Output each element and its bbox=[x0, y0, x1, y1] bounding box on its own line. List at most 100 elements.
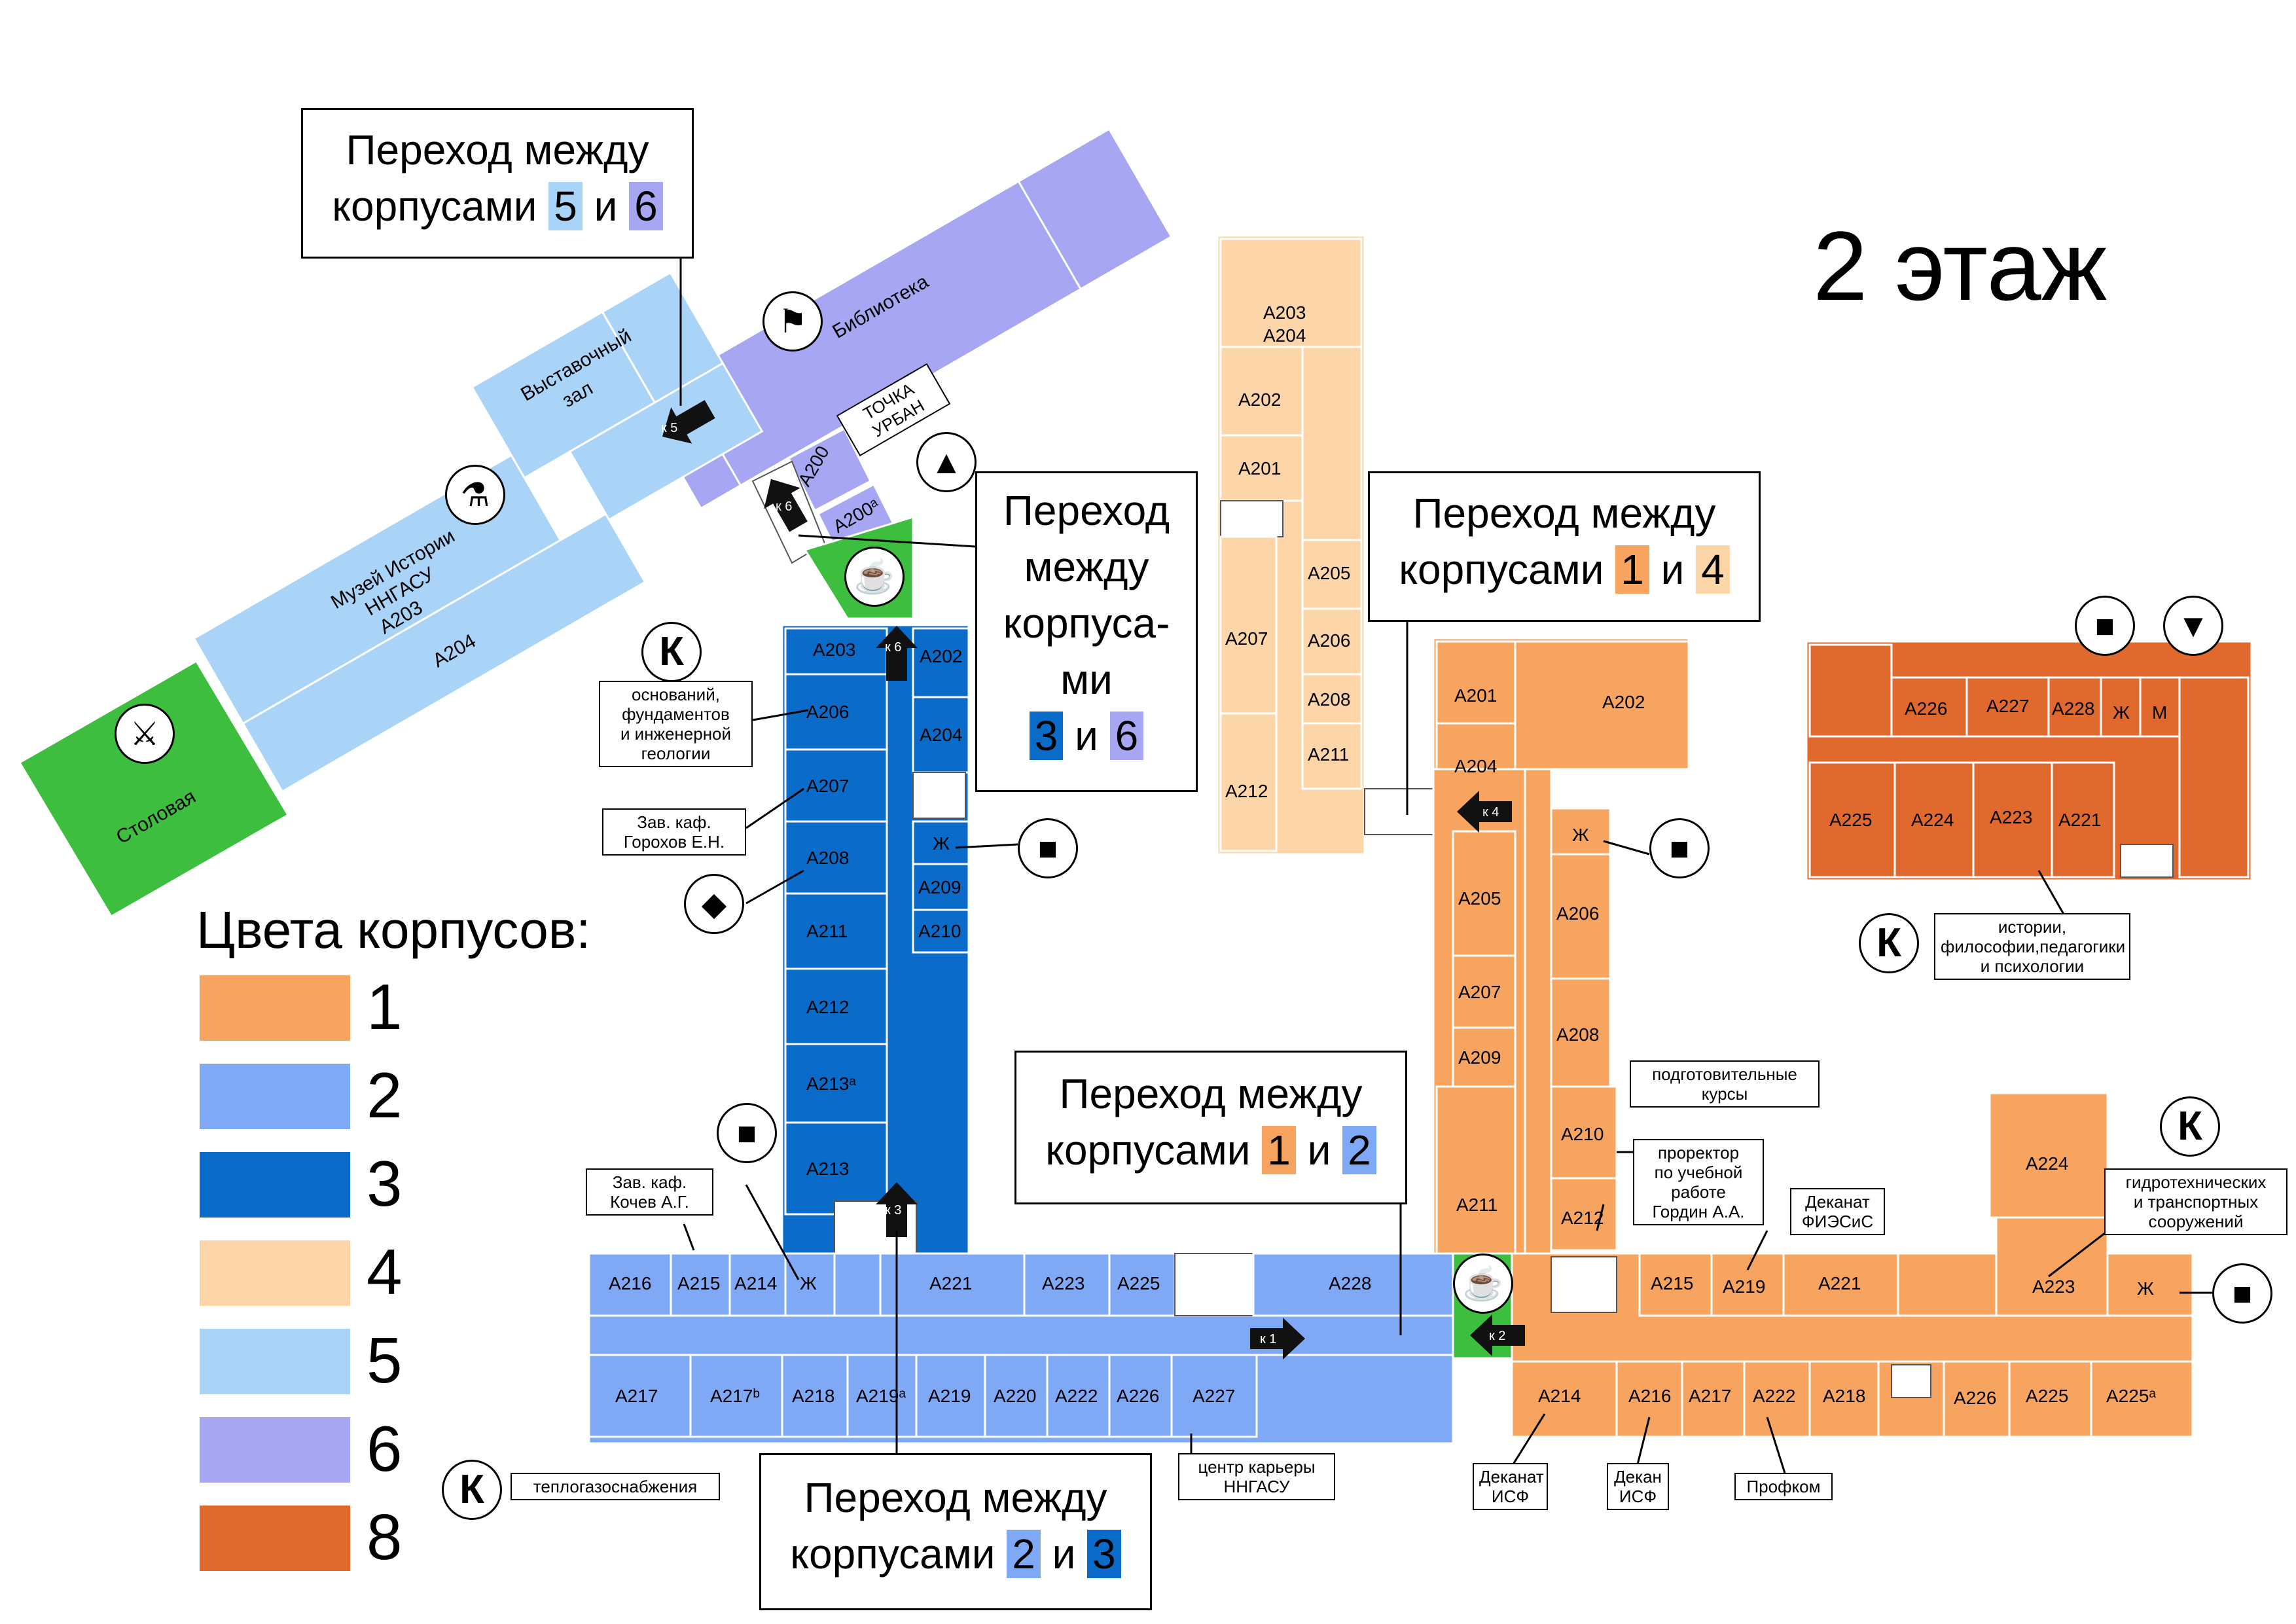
legend-swatch-5 bbox=[200, 1329, 350, 1394]
svg-text:А220: А220 bbox=[994, 1386, 1036, 1406]
room-a217-b1[interactable] bbox=[1681, 1360, 1746, 1438]
room-a207-b1[interactable] bbox=[1452, 954, 1516, 1029]
room-a220-b2[interactable] bbox=[984, 1354, 1049, 1438]
room-a209-b1[interactable] bbox=[1452, 1026, 1516, 1088]
room-a223-b1[interactable] bbox=[1995, 1216, 2109, 1317]
room-a215-b1[interactable] bbox=[1638, 1252, 1713, 1317]
stairs-b4 bbox=[1220, 500, 1283, 537]
room-a204-b3[interactable] bbox=[912, 696, 970, 774]
room-a207-b4[interactable] bbox=[1219, 535, 1278, 715]
floor-title: 2 этаж bbox=[1813, 211, 2108, 321]
room-a219-b1[interactable] bbox=[1710, 1252, 1785, 1317]
callout-3-6-colors: 3 и 6 bbox=[977, 708, 1196, 764]
room-a224-b1[interactable] bbox=[1988, 1092, 2109, 1219]
room-a202-b3[interactable] bbox=[912, 627, 970, 698]
svg-text:А224: А224 bbox=[1911, 810, 1954, 830]
room-b8-nw[interactable] bbox=[1808, 643, 1893, 738]
svg-text:А216: А216 bbox=[1628, 1386, 1671, 1406]
room-a221-b8[interactable] bbox=[2051, 761, 2115, 878]
room-a211-b1[interactable] bbox=[1435, 1085, 1516, 1255]
room-a223-b1-area[interactable] bbox=[1897, 1252, 1998, 1317]
department-icon-teplo[interactable]: К bbox=[442, 1460, 502, 1520]
room-a209-b3[interactable] bbox=[912, 863, 970, 911]
svg-text:А226: А226 bbox=[1954, 1388, 1996, 1408]
room-a221-b2[interactable] bbox=[879, 1252, 1026, 1317]
room-a214-b2[interactable] bbox=[728, 1252, 787, 1317]
room-a221-b1[interactable] bbox=[1782, 1252, 1899, 1317]
room-a226-b1[interactable] bbox=[1943, 1360, 2011, 1438]
room-a217b-b2[interactable] bbox=[689, 1354, 783, 1438]
room-a227-b8[interactable] bbox=[1965, 676, 2050, 738]
svg-text:А210: А210 bbox=[918, 921, 961, 941]
svg-text:А202: А202 bbox=[1602, 692, 1645, 712]
department-icon-gidro[interactable]: К bbox=[2160, 1096, 2220, 1157]
room-a201-b4[interactable] bbox=[1219, 434, 1304, 502]
wc-m-b8[interactable] bbox=[2139, 676, 2181, 738]
legend-label-4: 4 bbox=[367, 1236, 403, 1308]
room-a224-b8[interactable] bbox=[1893, 761, 1975, 878]
svg-text:А206: А206 bbox=[806, 702, 849, 722]
room-a216-b1[interactable] bbox=[1615, 1360, 1683, 1438]
wc-zh-b3[interactable] bbox=[912, 820, 970, 865]
svg-text:А204: А204 bbox=[920, 725, 962, 745]
room-a226-b2[interactable] bbox=[1108, 1354, 1173, 1438]
room-a208-b3[interactable] bbox=[784, 820, 888, 895]
room-a212-b3[interactable] bbox=[784, 967, 888, 1045]
building-8 bbox=[1805, 640, 2253, 882]
room-a215-b2[interactable] bbox=[670, 1252, 731, 1317]
room-a228-b2[interactable] bbox=[1252, 1252, 1454, 1317]
room-a217-b2[interactable] bbox=[588, 1354, 692, 1438]
room-a204-b1[interactable] bbox=[1435, 722, 1516, 770]
leader-lines bbox=[679, 255, 2212, 1480]
room-a201-b1[interactable] bbox=[1435, 640, 1516, 725]
canteen[interactable] bbox=[18, 659, 290, 918]
room-a208-b1[interactable] bbox=[1543, 977, 1611, 1088]
room-a227-b2[interactable] bbox=[1170, 1354, 1258, 1438]
room-a225-b1[interactable] bbox=[2008, 1360, 2092, 1438]
room-a203-b3[interactable] bbox=[784, 627, 888, 676]
room-a202-b1[interactable] bbox=[1514, 640, 1690, 770]
room-a222-b2[interactable] bbox=[1046, 1354, 1111, 1438]
room-a213-b3[interactable] bbox=[784, 1121, 888, 1216]
wc-zh-b2[interactable] bbox=[784, 1252, 836, 1317]
cafe-icon-b1: ☕ bbox=[1453, 1254, 1513, 1314]
room-a219-b2[interactable] bbox=[915, 1354, 986, 1438]
room-a207-b3[interactable] bbox=[784, 748, 888, 823]
room-a223-b8[interactable] bbox=[1972, 761, 2053, 878]
room-a225a-b1[interactable] bbox=[2090, 1360, 2194, 1438]
svg-text:А221: А221 bbox=[1818, 1273, 1861, 1293]
room-a228-b8[interactable] bbox=[2047, 676, 2102, 738]
room-a200[interactable] bbox=[787, 427, 872, 513]
svg-text:А202: А202 bbox=[920, 646, 962, 666]
department-icon-istorii[interactable]: К bbox=[1859, 913, 1919, 973]
wc-zh-b8[interactable] bbox=[2100, 676, 2142, 738]
svg-text:А219: А219 bbox=[928, 1386, 971, 1406]
room-a225-b8[interactable] bbox=[1808, 761, 1896, 878]
legend-label-5: 5 bbox=[367, 1324, 403, 1396]
department-icon-osnovaniy[interactable]: К bbox=[641, 622, 702, 682]
room-a219a-b2[interactable] bbox=[846, 1354, 918, 1438]
room-a211-b3[interactable] bbox=[784, 892, 888, 970]
wc-zh-b1-east[interactable] bbox=[2106, 1252, 2194, 1317]
room-a223-b2[interactable] bbox=[1023, 1252, 1111, 1317]
a204-block[interactable] bbox=[242, 513, 647, 793]
room-a218-b1[interactable] bbox=[1808, 1360, 1880, 1438]
svg-text:А214: А214 bbox=[734, 1273, 777, 1293]
room-b8-east[interactable] bbox=[2178, 676, 2250, 878]
svg-text:А207: А207 bbox=[1458, 982, 1501, 1002]
urban-point-icon: ▲ bbox=[916, 432, 977, 492]
room-a205-b1[interactable] bbox=[1452, 830, 1516, 957]
room-a210-b3[interactable] bbox=[912, 909, 970, 954]
svg-text:к 1: к 1 bbox=[1260, 1332, 1276, 1346]
room-a202-b4[interactable] bbox=[1219, 346, 1304, 437]
room-a214-b1[interactable] bbox=[1511, 1360, 1618, 1438]
room-a203-a204-b4[interactable] bbox=[1219, 238, 1363, 348]
room-a210-b1[interactable] bbox=[1543, 1085, 1618, 1180]
corridor-b2 bbox=[588, 1314, 1454, 1356]
room-a212-b4[interactable] bbox=[1219, 712, 1278, 852]
callout-5-6-line2: корпусами 5 и 6 bbox=[303, 178, 692, 234]
svg-text:Ж: Ж bbox=[933, 833, 950, 854]
room-a211-b4[interactable] bbox=[1301, 722, 1363, 790]
room-a213a-b3[interactable] bbox=[784, 1043, 888, 1124]
